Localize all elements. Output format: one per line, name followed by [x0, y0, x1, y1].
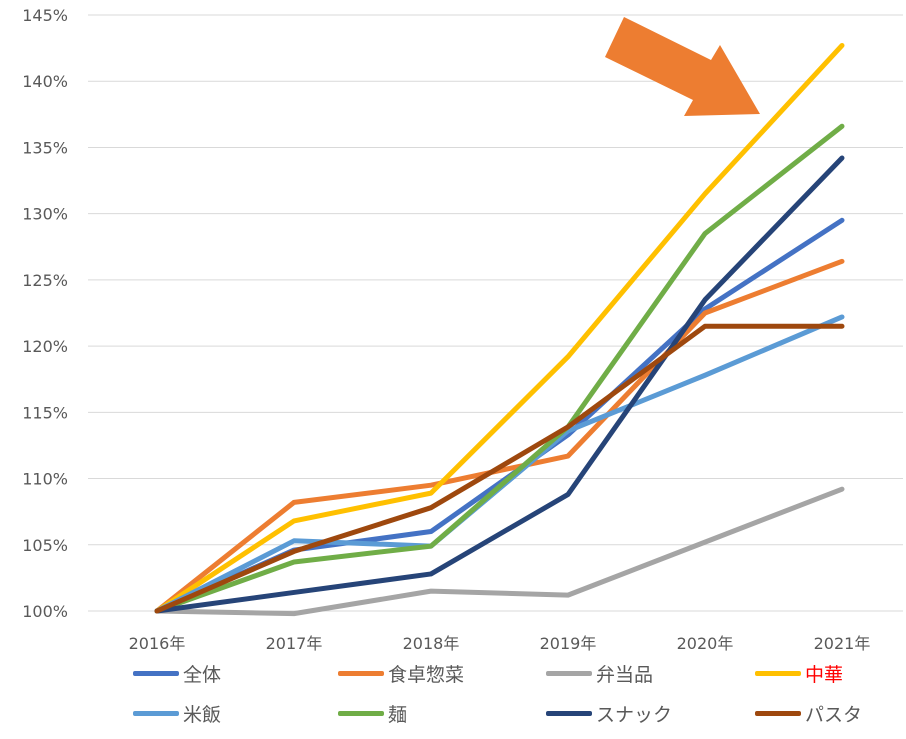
series-line — [154, 323, 845, 614]
x-tick-label: 2019年 — [540, 634, 597, 653]
x-tick-label: 2020年 — [677, 634, 734, 653]
y-tick-label: 120% — [22, 337, 68, 356]
y-tick-label: 100% — [22, 602, 68, 621]
series-line — [154, 217, 845, 614]
x-axis-tick-labels: 2016年 2017年 2018年 2019年 2020年 2021年 — [129, 634, 871, 653]
series-line — [154, 155, 845, 614]
y-tick-label: 130% — [22, 205, 68, 224]
y-tick-label: 110% — [22, 470, 68, 489]
y-axis-tick-labels: 100% 105% 110% 115% 120% 125% 130% 135% 140% 145% — [22, 6, 68, 621]
annotation-arrow — [605, 17, 760, 116]
series-line — [154, 258, 845, 614]
x-tick-label: 2018年 — [403, 634, 460, 653]
y-tick-label: 140% — [22, 72, 68, 91]
series-line — [154, 123, 845, 614]
x-tick-label: 2021年 — [814, 634, 871, 653]
x-tick-label: 2017年 — [266, 634, 323, 653]
y-tick-label: 135% — [22, 138, 68, 157]
series-line — [154, 42, 845, 614]
series-line — [154, 486, 845, 617]
series-lines — [154, 42, 845, 617]
x-tick-label: 2016年 — [129, 634, 186, 653]
gridlines — [88, 14, 903, 612]
y-tick-label: 145% — [22, 6, 68, 25]
y-tick-label: 105% — [22, 536, 68, 555]
y-tick-label: 115% — [22, 403, 68, 422]
y-tick-label: 125% — [22, 271, 68, 290]
